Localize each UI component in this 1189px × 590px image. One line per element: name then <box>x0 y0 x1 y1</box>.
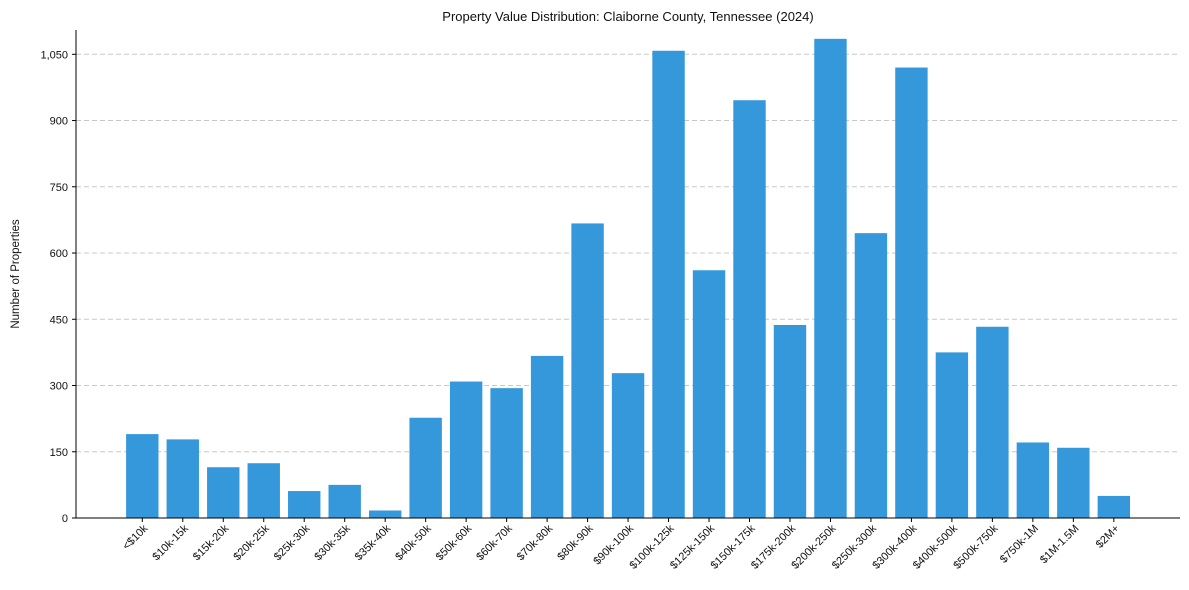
x-tick-label: $750k-1M <box>998 523 1041 566</box>
bar <box>288 491 321 518</box>
bar <box>976 326 1009 518</box>
x-tick-label: $70k-80k <box>515 522 556 563</box>
bar <box>449 381 483 518</box>
bar <box>409 417 442 518</box>
x-tick-label: <$10k <box>121 522 151 552</box>
x-tick-label: $50k-60k <box>434 522 475 563</box>
bar <box>207 467 240 518</box>
bars <box>126 38 1131 518</box>
bar <box>530 355 564 518</box>
y-tick-label: 0 <box>62 513 68 525</box>
x-tick-label: $25k-30k <box>272 522 313 563</box>
bar <box>126 434 159 518</box>
x-tick-label: $15k-20k <box>191 522 232 563</box>
x-tick-label: $35k-40k <box>353 522 394 563</box>
x-tick-label: $10k-15k <box>150 522 191 563</box>
x-ticks: <$10k $10k-15k $15k-20k $20k-25k $25k-30k $30… <box>121 518 1122 572</box>
y-tick-label: 300 <box>50 381 68 393</box>
x-tick-label: $60k-70k <box>474 522 515 563</box>
x-tick-label: $40k-50k <box>393 522 434 563</box>
x-tick-label: $30k-35k <box>312 522 353 563</box>
x-tick-label: $1M-1.5M <box>1038 523 1082 567</box>
bar <box>368 510 402 518</box>
bar <box>652 50 685 518</box>
y-ticks: 0 150 300 450 600 750 900 1,050 <box>40 49 76 525</box>
y-tick-label: 450 <box>50 314 68 326</box>
bar <box>247 463 280 518</box>
bar <box>773 325 807 518</box>
x-tick-label: $20k-25k <box>231 522 272 563</box>
bar <box>1016 442 1050 518</box>
bar <box>490 388 523 518</box>
y-tick-label: 600 <box>50 248 68 260</box>
bar <box>935 352 969 518</box>
bar <box>1097 495 1131 518</box>
bar <box>571 223 604 518</box>
chart-title: Property Value Distribution: Claiborne C… <box>442 9 813 24</box>
bar <box>611 373 645 518</box>
y-tick-label: 150 <box>50 447 68 459</box>
bar <box>166 439 199 518</box>
y-tick-label: 1,050 <box>40 49 68 61</box>
bar <box>328 484 361 518</box>
y-tick-label: 750 <box>50 182 68 194</box>
x-tick-label: $2M+ <box>1094 523 1122 551</box>
x-tick-label: $80k-90k <box>555 522 596 563</box>
y-axis-label: Number of Properties <box>10 219 22 329</box>
bar <box>733 100 766 518</box>
bar <box>692 270 726 518</box>
bar <box>814 38 847 518</box>
x-tick-label: $500k-750k <box>951 522 1000 571</box>
bar <box>1057 447 1090 518</box>
y-tick-label: 900 <box>50 116 68 128</box>
gridlines <box>76 53 1180 453</box>
bar <box>895 67 928 518</box>
bar <box>854 233 888 518</box>
